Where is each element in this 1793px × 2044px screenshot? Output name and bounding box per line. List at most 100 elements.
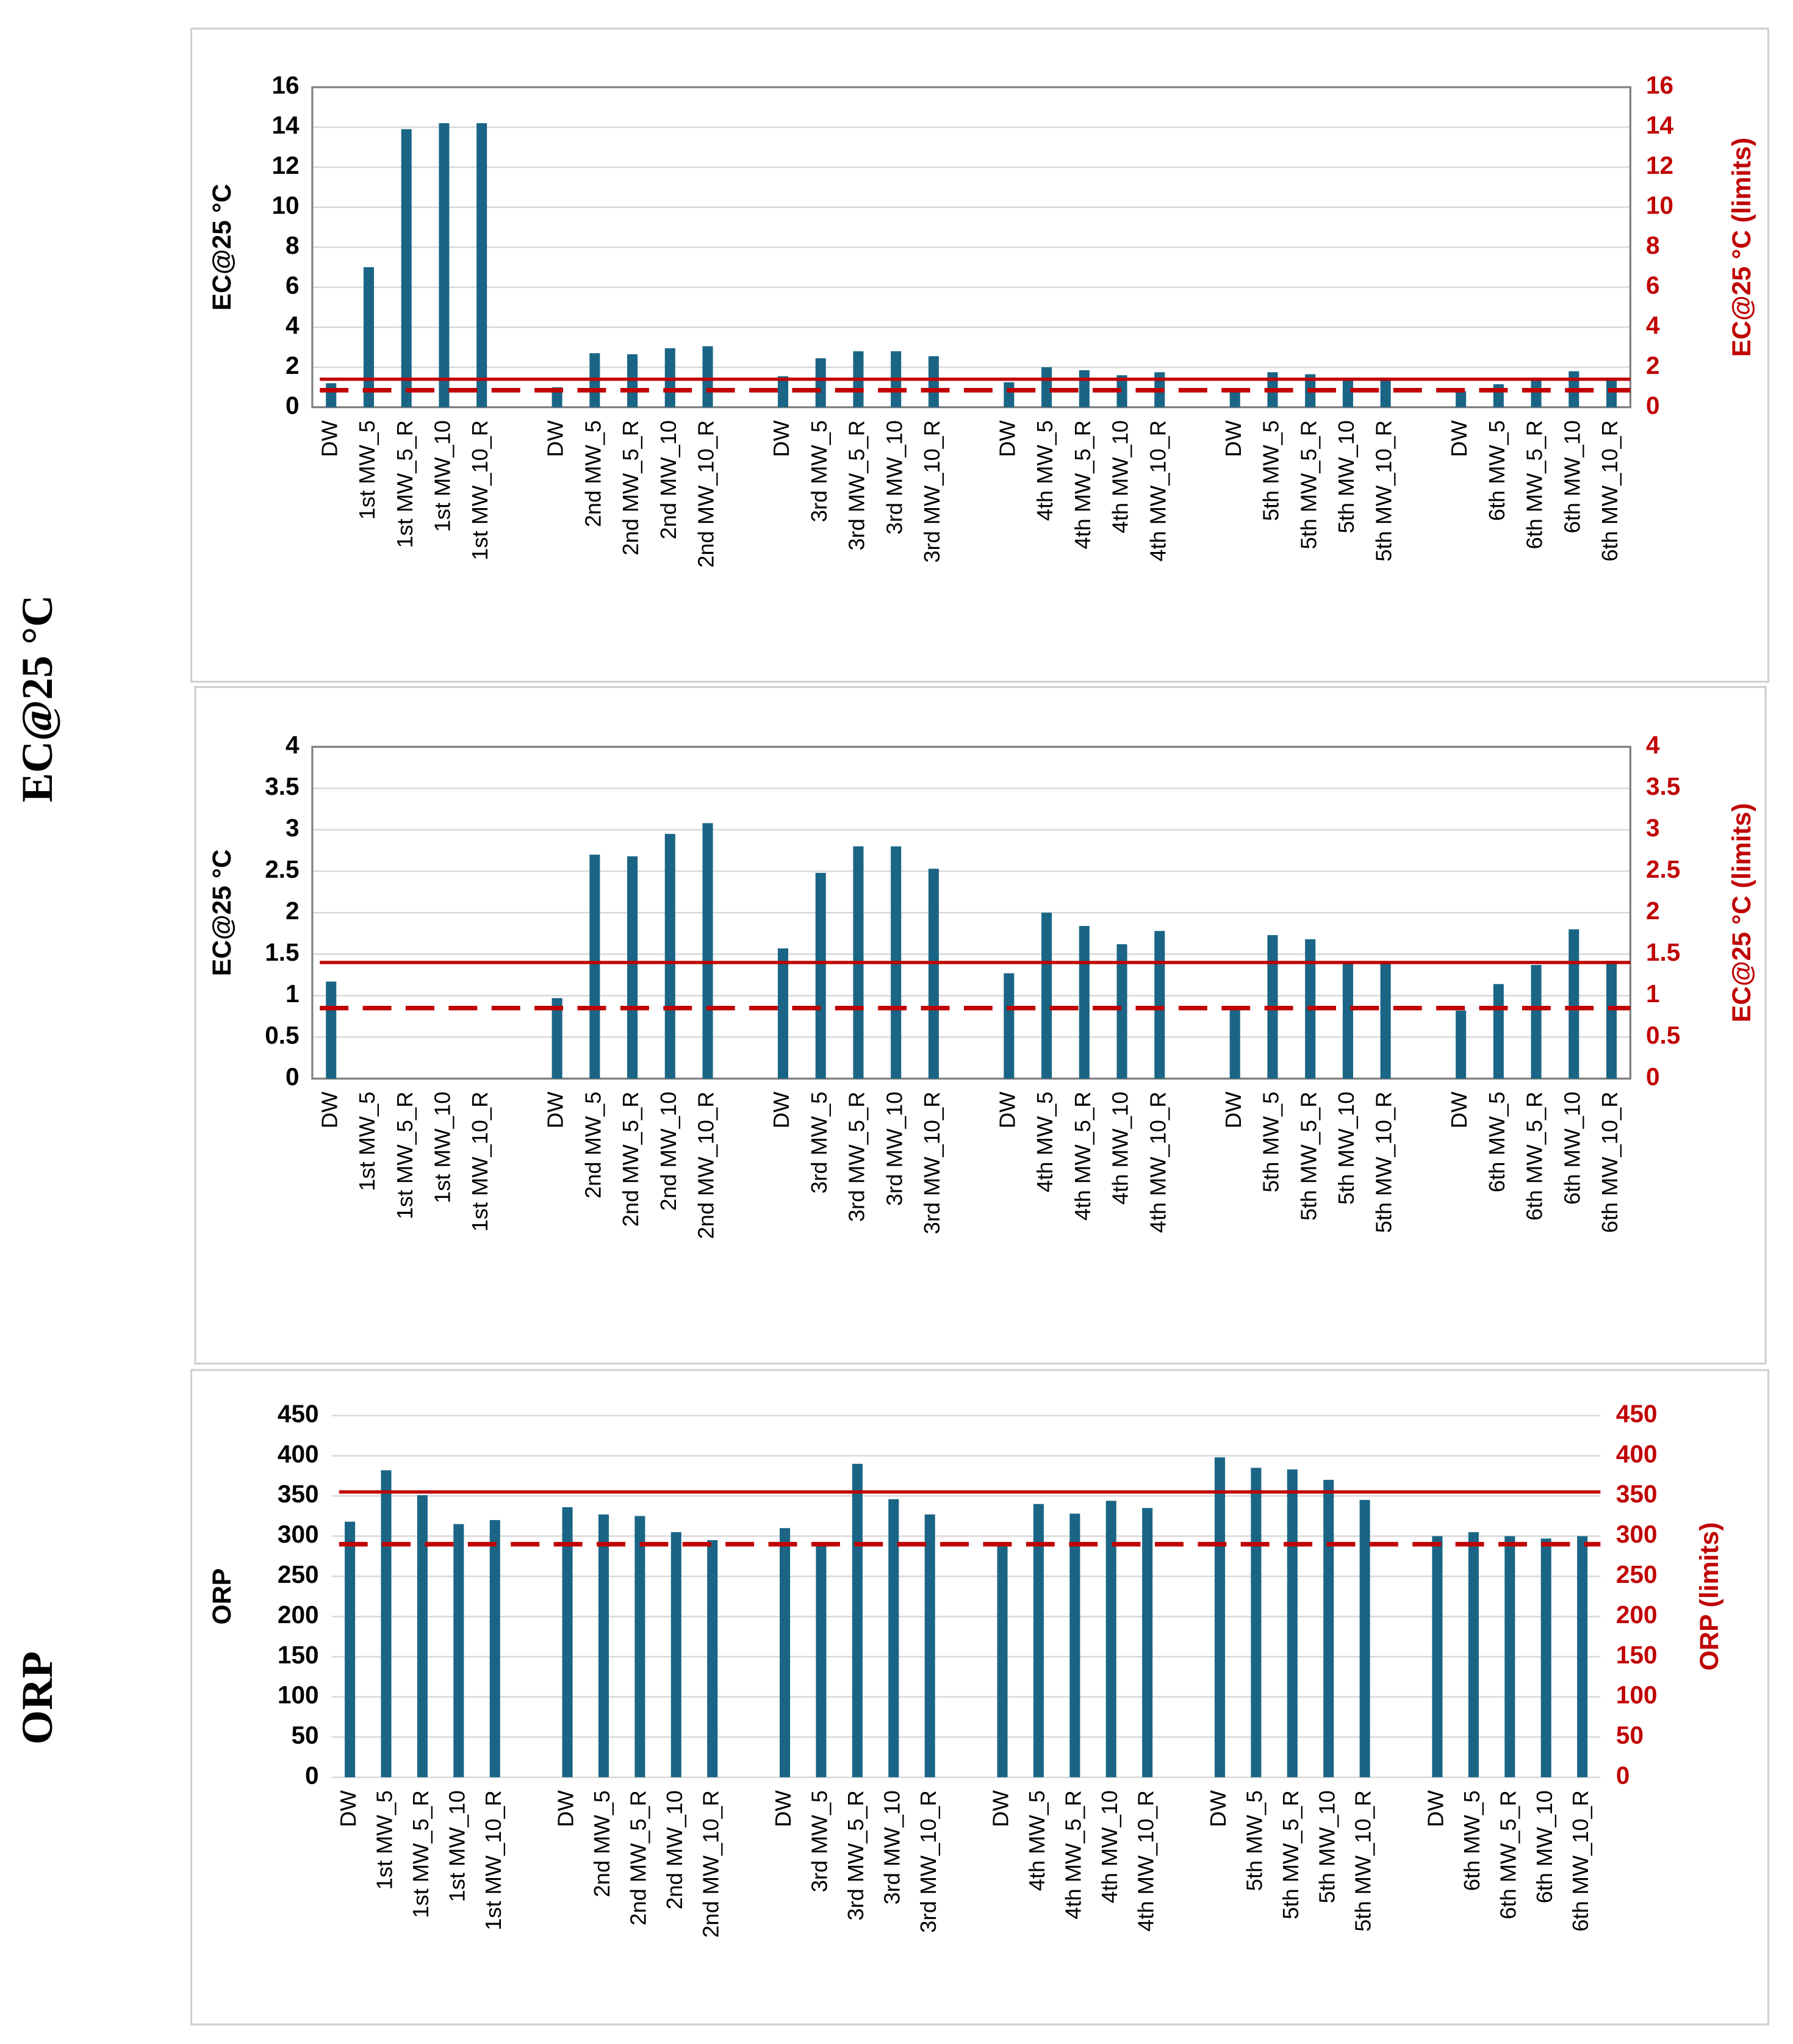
y2-tick-label: 1 [1646, 980, 1660, 1008]
bar [1004, 382, 1015, 407]
y-axis-title: ORP [207, 1568, 237, 1624]
x-tick-label: 6th MW_5_R [1495, 1790, 1520, 1920]
bar [1041, 367, 1052, 407]
bar [888, 1499, 899, 1777]
y-tick-label: 2 [286, 351, 300, 379]
x-tick-label: DW [543, 420, 568, 457]
x-tick-label: 6th MW_5 [1484, 420, 1509, 521]
y2-tick-label: 100 [1616, 1681, 1658, 1709]
y-tick-label: 150 [278, 1641, 319, 1669]
bar [1468, 1532, 1479, 1777]
bar [1229, 390, 1240, 407]
x-tick-label: DW [994, 420, 1019, 457]
y-tick-label: 2.5 [265, 855, 299, 883]
x-tick-label: 1st MW_10_R [467, 1092, 492, 1232]
x-tick-label: DW [771, 1790, 796, 1827]
bar [1606, 379, 1617, 407]
x-tick-label: 5th MW_5 [1241, 1790, 1267, 1891]
x-tick-label: 6th MW_10 [1532, 1790, 1557, 1903]
bar [1531, 964, 1542, 1079]
bar [401, 129, 412, 407]
x-tick-label: 4th MW_5_R [1070, 1092, 1095, 1221]
bar [1456, 391, 1467, 407]
bar [1456, 1010, 1467, 1079]
x-tick-label: 6th MW_5_R [1522, 420, 1547, 550]
x-tick-label: 2nd MW_5_R [625, 1790, 650, 1926]
bar [363, 267, 374, 407]
y-tick-label: 50 [291, 1721, 318, 1749]
x-tick-label: 5th MW_10 [1314, 1790, 1339, 1903]
panel-frame [190, 27, 1770, 683]
bar [1540, 1538, 1551, 1777]
x-tick-label: 1st MW_10 [444, 1790, 469, 1902]
x-tick-label: 2nd MW_5 [589, 1790, 614, 1897]
x-tick-label: 1st MW_5 [354, 1092, 379, 1191]
y-tick-label: 2 [286, 897, 300, 925]
x-tick-label: 3rd MW_10 [879, 1790, 904, 1904]
x-tick-label: 5th MW_10 [1334, 420, 1359, 533]
bar [1079, 370, 1090, 407]
bar [476, 123, 487, 407]
bar [417, 1495, 428, 1777]
bar [1342, 379, 1353, 407]
x-tick-label: 4th MW_10 [1108, 420, 1133, 533]
x-tick-label: 4th MW_10 [1108, 1092, 1133, 1205]
bar [634, 1516, 645, 1777]
y-tick-label: 3 [286, 814, 300, 842]
bar [439, 123, 450, 407]
x-tick-label: DW [769, 1091, 794, 1128]
bar [1154, 931, 1165, 1079]
x-tick-label: 2nd MW_10_R [694, 1092, 719, 1239]
y-tick-label: 1.5 [265, 938, 299, 966]
bar [381, 1470, 392, 1777]
y2-tick-label: 4 [1646, 311, 1660, 339]
y2-tick-label: 150 [1616, 1641, 1658, 1669]
x-tick-label: DW [1206, 1790, 1231, 1827]
y2-tick-label: 0 [1646, 391, 1660, 419]
x-tick-label: 5th MW_10_R [1371, 420, 1396, 562]
y-tick-label: 350 [278, 1480, 319, 1508]
x-tick-label: 5th MW_10 [1334, 1092, 1359, 1205]
bar [1033, 1504, 1044, 1777]
x-tick-label: 5th MW_5 [1259, 1092, 1284, 1192]
bar [928, 869, 939, 1079]
x-tick-label: 6th MW_10_R [1597, 1092, 1622, 1233]
y-tick-label: 450 [278, 1399, 319, 1427]
bar [1493, 384, 1504, 407]
x-tick-label: 5th MW_5_R [1296, 1092, 1321, 1221]
bar [780, 1528, 791, 1777]
x-tick-label: DW [1423, 1790, 1448, 1827]
x-tick-label: 1st MW_5 [354, 420, 379, 520]
x-tick-label: DW [336, 1790, 361, 1827]
y2-tick-label: 250 [1616, 1560, 1658, 1588]
bar [1359, 1500, 1370, 1777]
x-tick-label: DW [769, 420, 794, 457]
bar [815, 873, 826, 1079]
bar [1079, 926, 1090, 1079]
bar [1568, 929, 1579, 1079]
y2-tick-label: 2 [1646, 351, 1660, 379]
bar [1342, 962, 1353, 1079]
x-tick-label: 6th MW_5 [1459, 1790, 1484, 1891]
x-tick-label: 3rd MW_5 [807, 1790, 832, 1892]
x-tick-label: 2nd MW_10 [656, 1092, 681, 1211]
x-tick-label: 2nd MW_5_R [618, 420, 643, 556]
y2-axis-title: EC@25 °C (limits) [1727, 137, 1756, 357]
bar [326, 981, 337, 1079]
x-tick-label: 6th MW_10 [1559, 420, 1584, 533]
y2-tick-label: 350 [1616, 1480, 1658, 1508]
x-tick-label: 4th MW_10_R [1145, 1092, 1170, 1233]
bar [1531, 380, 1542, 407]
x-tick-label: 2nd MW_10 [656, 420, 681, 539]
x-tick-label: 4th MW_10 [1097, 1790, 1122, 1903]
x-tick-label: 4th MW_10_R [1145, 420, 1170, 562]
bar [1142, 1508, 1153, 1777]
bar [1041, 913, 1052, 1079]
bar [552, 998, 562, 1079]
bar [815, 358, 826, 407]
x-tick-label: 3rd MW_10_R [916, 1790, 941, 1933]
y2-tick-label: 16 [1646, 71, 1673, 99]
y2-axis-title: ORP (limits) [1695, 1522, 1724, 1671]
bar [670, 1532, 681, 1777]
